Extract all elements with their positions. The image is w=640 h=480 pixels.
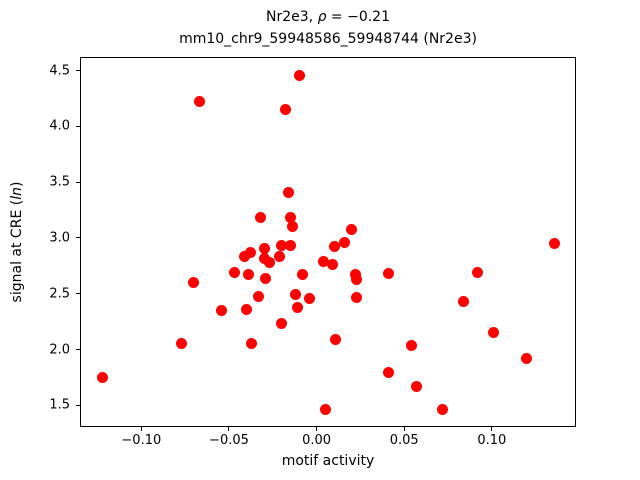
- x-tick-mark: [316, 427, 318, 431]
- x-axis-label: motif activity: [281, 453, 375, 469]
- scatter-point: [263, 257, 275, 269]
- scatter-point: [188, 277, 200, 289]
- scatter-point: [284, 240, 296, 252]
- scatter-point: [239, 251, 251, 263]
- scatter-point: [330, 334, 342, 346]
- scatter-point: [241, 303, 252, 315]
- scatter-point: [255, 212, 267, 224]
- x-tick-label: 0.00: [302, 433, 332, 448]
- scatter-point: [258, 242, 270, 254]
- y-tick-label: 4.5: [49, 63, 70, 79]
- scatter-point: [216, 305, 228, 316]
- scatter-point: [279, 104, 291, 116]
- scatter-point: [437, 404, 449, 416]
- scatter-point: [382, 367, 394, 379]
- scatter-point: [411, 380, 422, 392]
- y-tick-mark: [76, 70, 80, 72]
- scatter-point: [291, 301, 303, 313]
- scatter-point: [176, 338, 188, 350]
- scatter-point: [521, 352, 533, 364]
- plot-area: [80, 57, 576, 427]
- scatter-point: [283, 186, 295, 198]
- x-tick-label: −0.10: [121, 433, 162, 448]
- y-axis-label: signal at CRE (ln): [9, 181, 25, 303]
- scatter-point: [328, 241, 340, 253]
- y-tick-label: 3.5: [49, 174, 70, 190]
- scatter-point: [549, 238, 561, 250]
- chart-title: Nr2e3, ρ = −0.21: [80, 9, 576, 25]
- scatter-point: [276, 318, 288, 330]
- x-tick-mark: [491, 427, 493, 431]
- scatter-point: [258, 252, 270, 264]
- y-tick-label: 4.0: [49, 118, 70, 134]
- scatter-point: [286, 221, 298, 233]
- y-tick-mark: [76, 404, 80, 406]
- y-tick-label: 1.5: [49, 397, 70, 413]
- scatter-point: [293, 69, 305, 81]
- scatter-point: [193, 96, 205, 108]
- scatter-point: [297, 269, 309, 281]
- x-tick-label: 0.10: [477, 433, 507, 448]
- y-tick-mark: [76, 125, 80, 127]
- x-tick-label: 0.05: [389, 433, 419, 448]
- scatter-point: [472, 267, 484, 279]
- chart-subtitle: mm10_chr9_59948586_59948744 (Nr2e3): [179, 31, 477, 47]
- scatter-point: [244, 246, 256, 258]
- scatter-point: [253, 290, 265, 302]
- scatter-point: [326, 259, 338, 271]
- y-tick-label: 3.0: [49, 230, 70, 246]
- scatter-point: [228, 267, 240, 279]
- y-tick-label: 2.5: [49, 286, 70, 302]
- scatter-point: [351, 291, 363, 303]
- scatter-point: [274, 251, 286, 263]
- scatter-point: [405, 339, 417, 351]
- scatter-point: [242, 269, 254, 281]
- scatter-point: [382, 268, 394, 280]
- scatter-point: [97, 371, 109, 383]
- scatter-point: [304, 292, 316, 304]
- scatter-point: [290, 289, 302, 301]
- title-rho-value: = −0.21: [326, 9, 390, 25]
- x-tick-mark: [403, 427, 405, 431]
- scatter-point: [276, 240, 288, 252]
- y-tick-mark: [76, 293, 80, 295]
- scatter-point: [339, 236, 351, 248]
- scatter-point: [351, 273, 363, 285]
- scatter-point: [488, 327, 500, 339]
- y-tick-mark: [76, 349, 80, 351]
- rho-symbol: ρ: [317, 9, 327, 25]
- scatter-point: [319, 404, 331, 416]
- x-tick-mark: [140, 427, 142, 431]
- y-tick-label: 2.0: [49, 342, 70, 358]
- scatter-point: [458, 296, 470, 308]
- title-gene: Nr2e3,: [266, 9, 318, 25]
- scatter-point: [246, 338, 258, 350]
- scatter-point: [318, 255, 330, 267]
- scatter-point: [284, 212, 296, 224]
- scatter-point: [260, 272, 272, 284]
- y-tick-mark: [76, 181, 80, 183]
- scatter-point: [346, 223, 358, 235]
- x-tick-mark: [228, 427, 230, 431]
- y-tick-mark: [76, 237, 80, 239]
- x-tick-label: −0.05: [209, 433, 249, 448]
